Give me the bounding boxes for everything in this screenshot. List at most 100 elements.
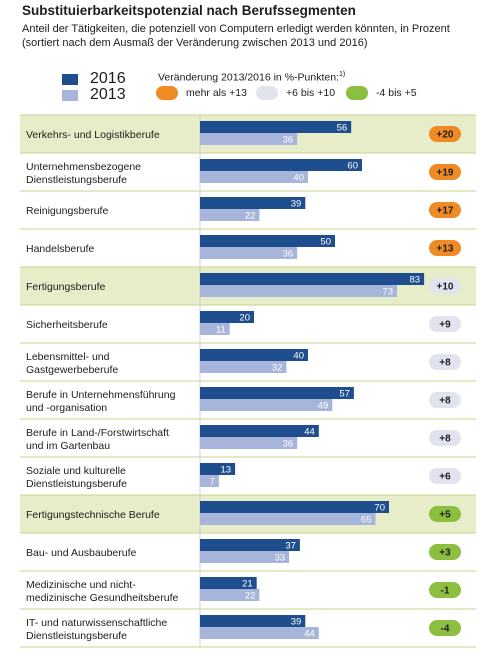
bar-2013 xyxy=(200,475,219,487)
change-pill-label: +8 xyxy=(439,358,451,369)
category-label: Handelsberufe xyxy=(26,243,94,255)
value-label-2016: 83 xyxy=(410,275,421,286)
value-label-2013: 36 xyxy=(283,249,294,260)
value-label-2013: 7 xyxy=(210,477,215,488)
bar-2013 xyxy=(200,589,260,601)
category-label-line: Berufe in Land-/Forstwirtschaft xyxy=(26,427,169,439)
category-label: Soziale und kulturelle Dienstleistungsber… xyxy=(26,465,127,490)
value-label-2016: 21 xyxy=(242,579,253,590)
legend-change-low-label: -4 bis +5 xyxy=(376,87,417,99)
legend-change-high-label: mehr als +13 xyxy=(186,87,247,99)
category-label-line: Dienstleistungsberufe xyxy=(26,478,127,490)
change-pill-label: +20 xyxy=(437,130,454,141)
category-label-line: IT- und naturwissenschaftliche xyxy=(26,617,167,629)
category-label-line: Bau- und Ausbauberufe xyxy=(26,547,136,559)
bar-2016 xyxy=(200,121,352,133)
category-label: Berufe in Land-/Forstwirtschaft und im Ga… xyxy=(26,427,169,452)
chart-subtitle: Anteil der Tätigkeiten, die potenziell v… xyxy=(22,23,450,49)
change-pill-label: +5 xyxy=(439,510,451,521)
value-label-2013: 36 xyxy=(283,439,294,450)
category-label-line: Medizinische und nicht- xyxy=(26,579,136,591)
bar-2013 xyxy=(200,361,287,373)
bar-2016 xyxy=(200,197,306,209)
category-label: Lebensmittel- und Gastgewerbeberufe xyxy=(26,351,118,376)
change-pill-label: +10 xyxy=(437,282,454,293)
value-label-2013: 32 xyxy=(272,363,283,374)
category-label-line: Sicherheitsberufe xyxy=(26,319,108,331)
change-pill-label: -1 xyxy=(441,586,450,597)
value-label-2016: 20 xyxy=(239,313,250,324)
change-pill-label: +8 xyxy=(439,434,451,445)
bar-2013 xyxy=(200,399,333,411)
change-pill xyxy=(429,202,461,218)
legend-pill-grey xyxy=(256,86,278,100)
change-pill xyxy=(429,430,461,446)
bar-2016 xyxy=(200,501,389,513)
bar-2016 xyxy=(200,235,335,247)
bar-2013 xyxy=(200,437,298,449)
value-label-2016: 57 xyxy=(339,389,350,400)
change-pill xyxy=(429,354,461,370)
category-label-line: Dienstleistungsberufe xyxy=(26,630,127,642)
change-pill-label: +8 xyxy=(439,396,451,407)
bar-2016 xyxy=(200,463,236,475)
legend-change-mid-label: +6 bis +10 xyxy=(286,87,336,99)
legend-swatch-2016 xyxy=(62,73,78,85)
value-label-2013: 36 xyxy=(283,135,294,146)
category-label-line: Dienstleistungsberufe xyxy=(26,174,127,186)
legend-item-2013: 2013 xyxy=(62,86,126,104)
value-label-2013: 65 xyxy=(361,515,372,526)
bar-2016 xyxy=(200,387,354,399)
category-label-line: Berufe in Unternehmensführung xyxy=(26,389,176,401)
bar-2016 xyxy=(200,577,257,589)
category-label-line: Handelsberufe xyxy=(26,243,94,255)
category-label: Bau- und Ausbauberufe xyxy=(26,547,136,559)
legend-change-low: -4 bis +5 xyxy=(346,86,417,100)
change-pill-label: +3 xyxy=(439,548,451,559)
legend-footnote-marker: 1) xyxy=(338,71,346,78)
bar-2016 xyxy=(200,539,300,551)
change-pill-label: +9 xyxy=(439,320,451,331)
bar-2016 xyxy=(200,615,306,627)
value-label-2013: 40 xyxy=(293,173,304,184)
bar-2013 xyxy=(200,171,308,183)
bar-2013 xyxy=(200,209,260,221)
category-label-line: Unternehmensbezogene xyxy=(26,161,141,173)
change-pill-label: +13 xyxy=(437,244,454,255)
change-pill xyxy=(429,468,461,484)
change-pill xyxy=(429,164,461,180)
bar-2016 xyxy=(200,425,319,437)
change-pill-label: -4 xyxy=(441,624,450,635)
bar-2013 xyxy=(200,247,298,259)
value-label-2016: 44 xyxy=(304,427,315,438)
legend-label-2016: 2016 xyxy=(90,70,126,87)
value-label-2013: 22 xyxy=(245,591,256,602)
value-label-2016: 70 xyxy=(374,503,385,514)
change-pill-label: +19 xyxy=(437,168,454,179)
value-label-2013: 44 xyxy=(304,629,315,640)
bar-2013 xyxy=(200,627,319,639)
value-label-2016: 39 xyxy=(291,199,302,210)
category-label-line: Verkehrs- und Logistikberufe xyxy=(26,129,160,141)
value-label-2013: 22 xyxy=(245,211,256,222)
value-label-2016: 56 xyxy=(337,123,348,134)
category-label: Medizinische und nicht-medizinische Gesu… xyxy=(26,579,178,604)
bar-2013 xyxy=(200,513,376,525)
legend-pill-green xyxy=(346,86,368,100)
category-label: Fertigungsberufe xyxy=(26,281,106,293)
legend-change-title: Veränderung 2013/2016 in %-Punkten:1) xyxy=(158,71,345,84)
legend-change-high: mehr als +13 xyxy=(156,86,247,100)
category-label-line: Soziale und kulturelle xyxy=(26,465,126,477)
legend-change-title-text: Veränderung 2013/2016 in %-Punkten: xyxy=(158,71,339,84)
category-label: Fertigungstechnische Berufe xyxy=(26,509,160,521)
bar-2013 xyxy=(200,551,290,563)
category-label-line: Reinigungsberufe xyxy=(26,205,108,217)
value-label-2016: 40 xyxy=(293,351,304,362)
category-label-line: und -organisation xyxy=(26,402,107,414)
change-pill xyxy=(429,392,461,408)
value-label-2016: 50 xyxy=(320,237,331,248)
category-label: Berufe in Unternehmensführung und -organi… xyxy=(26,389,176,414)
category-label: Verkehrs- und Logistikberufe xyxy=(26,129,160,141)
value-label-2013: 49 xyxy=(318,401,329,412)
